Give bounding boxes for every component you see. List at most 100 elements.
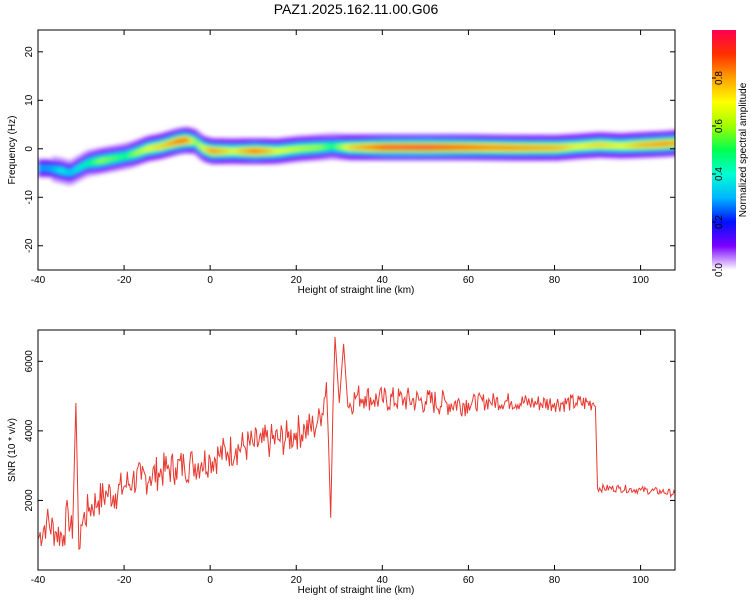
- spectrogram-cell: [155, 145, 160, 149]
- spectrogram-y-tick-label: 20: [24, 46, 35, 58]
- spectrogram-cell: [557, 145, 562, 150]
- spectrogram-x-ticks: -40 -20 0 20 40 60 80 100: [31, 30, 649, 286]
- spectrogram-cell: [261, 149, 266, 154]
- snr-x-tick-label: 100: [632, 575, 649, 586]
- spectrogram-cell: [237, 149, 242, 154]
- spectrogram-cell: [337, 144, 342, 149]
- spectrogram-cell: [165, 142, 170, 147]
- snr-y-tick-label: 4000: [24, 419, 35, 442]
- spectrogram-cell: [316, 145, 321, 150]
- spectrogram-cell: [595, 143, 600, 147]
- spectrogram-cell: [382, 145, 387, 150]
- spectrogram-cell: [657, 142, 662, 147]
- spectrogram-cell: [402, 145, 408, 150]
- spectrogram-cell: [327, 144, 332, 149]
- spectrogram-cell: [151, 145, 156, 150]
- spectrogram-cell: [561, 145, 566, 150]
- spectrogram-cell: [675, 139, 679, 146]
- spectrogram-cell: [430, 145, 435, 150]
- spectrogram-cell: [420, 145, 425, 150]
- spectrogram-cell: [51, 167, 56, 172]
- spectrogram-cell: [409, 145, 414, 150]
- snr-x-tick-label: 40: [377, 575, 389, 586]
- spectrogram-cell: [113, 156, 118, 160]
- spectrogram-cell: [433, 145, 439, 150]
- snr-x-tick-label: 20: [291, 575, 303, 586]
- spectrogram-cell: [168, 141, 173, 146]
- spectrogram-cell: [127, 153, 132, 158]
- spectrogram-cell: [292, 147, 297, 152]
- spectrogram-cell: [320, 145, 325, 150]
- spectrogram-cell: [354, 145, 359, 150]
- snr-y-tick-label: 6000: [24, 350, 35, 373]
- spectrogram-cell: [671, 141, 675, 146]
- spectrogram-cell: [640, 142, 645, 147]
- spectrogram-cell: [361, 145, 366, 150]
- spectrogram-cell: [124, 154, 129, 158]
- spectrogram-cell: [199, 145, 204, 150]
- spectrogram-cell: [254, 149, 259, 154]
- spectrogram-cell: [509, 145, 514, 150]
- spectrogram-cell: [303, 146, 308, 151]
- spectrogram-cell: [513, 145, 518, 150]
- spectrogram-cell: [93, 159, 98, 164]
- spectrogram-cell: [55, 167, 60, 172]
- spectrogram-cell: [396, 145, 401, 150]
- spectrogram-cell: [89, 160, 94, 165]
- snr-frame: [37, 329, 676, 571]
- spectrogram-cell: [99, 158, 105, 163]
- spectrogram-cell: [523, 145, 528, 150]
- snr-y-axis-label: SNR (10 * v/v): [7, 418, 18, 482]
- spectrogram-cell: [144, 147, 149, 152]
- spectrogram-cell: [454, 145, 459, 150]
- snr-x-ticks: -40 -20 0 20 40 60 80 100: [31, 330, 649, 586]
- spectrogram-cell: [554, 145, 559, 150]
- spectrogram-cell: [175, 139, 180, 144]
- spectrogram-cell: [619, 143, 624, 148]
- spectrogram-cell: [192, 139, 197, 144]
- spectrogram-cell: [289, 147, 294, 152]
- spectrogram-x-tick-label: 60: [463, 275, 475, 286]
- spectrogram-cell: [626, 143, 631, 148]
- spectrogram-cell: [44, 166, 49, 171]
- colorbar-tick-label: 0.0: [714, 263, 725, 277]
- spectrogram-y-tick-label: -20: [24, 238, 35, 253]
- spectrogram-cell: [613, 143, 618, 148]
- spectrogram-cell: [592, 143, 597, 148]
- spectrogram-cell: [468, 145, 473, 150]
- snr-x-tick-label: -40: [31, 575, 46, 586]
- spectrogram-y-tick-label: 0: [24, 146, 35, 152]
- colorbar-tick-label: 0.8: [714, 71, 725, 85]
- spectrogram-cell: [244, 149, 249, 154]
- spectrogram-cell: [544, 145, 549, 150]
- spectrogram-cell: [158, 144, 163, 149]
- spectrogram-cell: [471, 145, 476, 150]
- spectrogram-cell: [106, 157, 111, 162]
- spectrogram-cell: [96, 159, 101, 164]
- spectrogram-cell: [310, 145, 315, 150]
- spectrogram-y-axis-label: Frequency (Hz): [7, 116, 18, 185]
- spectrogram-cell: [416, 145, 421, 150]
- spectrogram-cell: [275, 149, 280, 154]
- spectrogram-cell: [644, 142, 649, 147]
- spectrogram-cell: [582, 144, 587, 148]
- spectrogram-cell: [86, 161, 91, 166]
- spectrogram-cell: [668, 141, 673, 146]
- spectrogram-cell: [344, 145, 349, 150]
- spectrogram-cell: [585, 143, 590, 148]
- spectrogram-cell: [406, 145, 411, 150]
- snr-x-tick-label: 60: [463, 575, 475, 586]
- spectrogram-cell: [220, 149, 225, 154]
- spectrogram-cell: [461, 145, 466, 150]
- spectrogram-cell: [458, 145, 463, 150]
- spectrogram-cell: [440, 145, 445, 150]
- spectrogram-cell: [495, 145, 500, 150]
- snr-x-tick-label: -20: [117, 575, 132, 586]
- colorbar-tick-label: 0.6: [714, 119, 725, 133]
- spectrogram-cell: [675, 134, 679, 151]
- spectrogram-y-tick-label: -10: [24, 190, 35, 205]
- spectrogram-cell: [623, 143, 628, 148]
- spectrogram-cell: [571, 144, 576, 149]
- spectrogram-cell: [134, 151, 139, 155]
- spectrogram-cell: [351, 145, 356, 150]
